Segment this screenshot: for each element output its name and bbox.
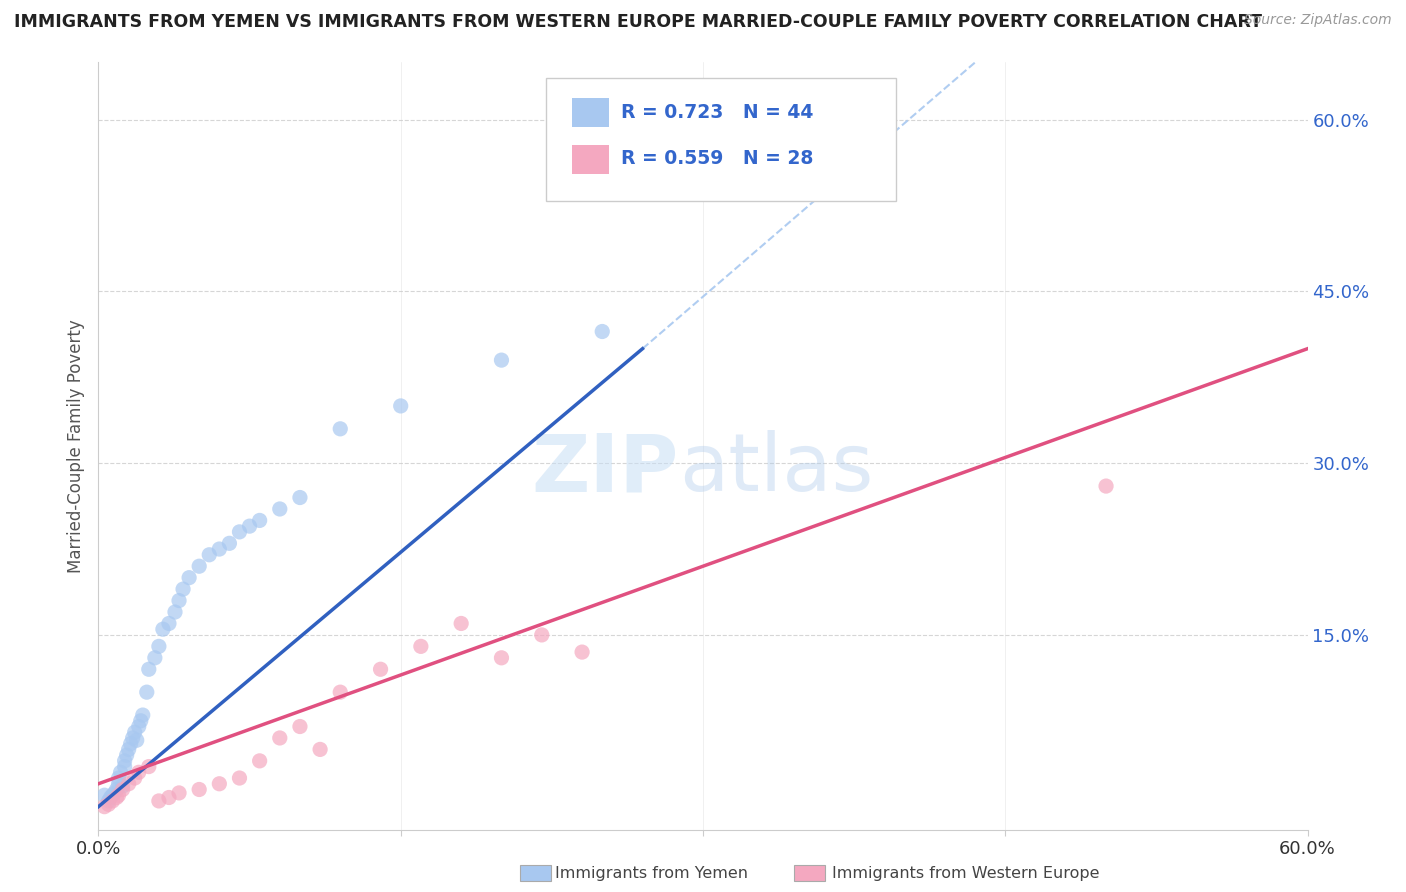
Text: Immigrants from Yemen: Immigrants from Yemen: [555, 866, 748, 880]
Text: Immigrants from Western Europe: Immigrants from Western Europe: [832, 866, 1099, 880]
Point: [188, 782, 211, 797]
Point: [107, 771, 129, 785]
Point: [103, 786, 125, 800]
Point: [148, 640, 170, 654]
Point: [97, 794, 120, 808]
Point: [101, 788, 124, 802]
Point: [93, 788, 115, 802]
Point: [157, 790, 180, 805]
Text: atlas: atlas: [679, 430, 873, 508]
Point: [329, 422, 352, 436]
Point: [100, 790, 122, 805]
Point: [118, 777, 141, 791]
Point: [288, 719, 311, 733]
Point: [172, 582, 194, 596]
Point: [208, 777, 231, 791]
Point: [93, 799, 115, 814]
Point: [450, 616, 472, 631]
Point: [167, 593, 190, 607]
Point: [309, 742, 332, 756]
Point: [143, 650, 166, 665]
Point: [157, 616, 180, 631]
Text: IMMIGRANTS FROM YEMEN VS IMMIGRANTS FROM WESTERN EUROPE MARRIED-COUPLE FAMILY PO: IMMIGRANTS FROM YEMEN VS IMMIGRANTS FROM…: [14, 13, 1263, 31]
Point: [188, 559, 211, 574]
Point: [115, 748, 138, 763]
Point: [107, 777, 129, 791]
Point: [120, 737, 142, 751]
Point: [167, 786, 190, 800]
Point: [97, 797, 120, 812]
Point: [121, 731, 143, 745]
Point: [111, 782, 134, 797]
Point: [138, 662, 160, 676]
Point: [111, 779, 134, 793]
Point: [105, 782, 128, 797]
Text: ZIP: ZIP: [531, 430, 679, 508]
Text: Source: ZipAtlas.com: Source: ZipAtlas.com: [1244, 13, 1392, 28]
Bar: [572, 98, 609, 127]
Point: [269, 502, 291, 516]
Point: [269, 731, 291, 745]
Point: [128, 765, 150, 780]
Point: [218, 536, 240, 550]
Y-axis label: Married-Couple Family Poverty: Married-Couple Family Poverty: [66, 319, 84, 573]
Point: [107, 788, 129, 802]
Point: [128, 719, 150, 733]
Point: [105, 790, 128, 805]
Point: [135, 685, 157, 699]
Point: [370, 662, 392, 676]
Point: [591, 325, 613, 339]
Point: [114, 759, 136, 773]
Point: [491, 650, 513, 665]
Point: [329, 685, 352, 699]
Point: [228, 771, 250, 785]
Point: [208, 542, 231, 557]
Point: [491, 353, 513, 368]
Point: [124, 725, 146, 739]
Point: [288, 491, 311, 505]
Point: [389, 399, 412, 413]
Point: [571, 645, 593, 659]
Text: R = 0.723   N = 44: R = 0.723 N = 44: [621, 103, 813, 122]
Point: [1095, 479, 1118, 493]
Point: [163, 605, 186, 619]
Point: [239, 519, 262, 533]
Point: [125, 733, 148, 747]
Point: [138, 759, 160, 773]
Point: [409, 640, 432, 654]
Point: [124, 771, 146, 785]
Point: [228, 524, 250, 539]
Bar: [572, 145, 609, 174]
Point: [198, 548, 221, 562]
Point: [249, 513, 271, 527]
Point: [148, 794, 170, 808]
Point: [110, 765, 132, 780]
Point: [101, 794, 124, 808]
Point: [152, 622, 174, 636]
Point: [132, 708, 155, 723]
FancyBboxPatch shape: [546, 78, 897, 201]
Point: [118, 742, 141, 756]
Point: [530, 628, 553, 642]
Text: R = 0.559   N = 28: R = 0.559 N = 28: [621, 149, 813, 168]
Point: [129, 714, 152, 728]
Point: [179, 571, 201, 585]
Point: [249, 754, 271, 768]
Point: [114, 754, 136, 768]
